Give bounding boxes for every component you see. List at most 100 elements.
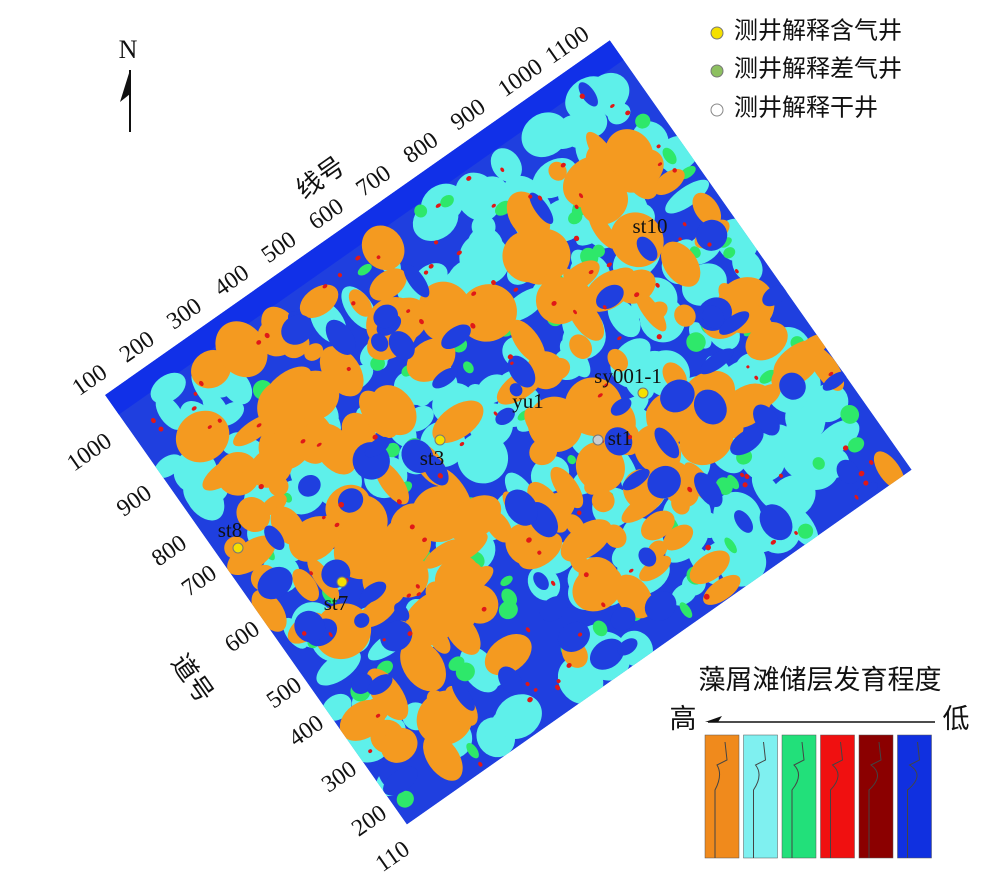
well-label: st1 <box>608 426 633 450</box>
facies-patch <box>150 372 186 404</box>
facies-patch <box>155 395 185 430</box>
facies-patch <box>484 634 532 676</box>
facies-patch <box>703 574 741 605</box>
facies-patch <box>694 472 723 508</box>
facies-patch <box>550 580 556 586</box>
facies-patch <box>569 334 593 360</box>
facies-patch <box>854 494 859 500</box>
well-label: yu1 <box>512 389 544 413</box>
log-curve <box>753 741 767 858</box>
facies-patch <box>328 632 333 638</box>
facies-patch <box>369 268 407 301</box>
facies-patch <box>466 175 472 181</box>
facies-patch <box>588 269 594 275</box>
facies-patch <box>852 481 878 503</box>
facies-patch <box>662 147 677 165</box>
scale-bar <box>743 734 778 859</box>
facies-patch <box>294 610 326 643</box>
facies-patch <box>383 766 418 796</box>
facies-patch <box>678 237 682 241</box>
north-label: N <box>119 35 138 64</box>
line-axis-title: 线号 <box>291 151 350 205</box>
well-marker <box>336 576 348 588</box>
facies-patch <box>416 592 421 597</box>
facies-patch <box>484 509 513 543</box>
facies-patch <box>578 193 584 199</box>
facies-patch <box>665 527 708 563</box>
facies-patch <box>539 595 569 622</box>
facies-patch <box>779 372 806 400</box>
facies-patch <box>601 602 606 608</box>
facies-patch <box>432 400 484 444</box>
facies-patch <box>815 419 860 457</box>
facies-patch <box>749 383 781 411</box>
legend-label: 测井解释干井 <box>734 95 878 122</box>
facies-patch <box>606 262 612 268</box>
facies-patch <box>624 160 659 200</box>
facies-patch <box>665 179 710 214</box>
facies-patch <box>354 613 370 628</box>
facies-patch <box>724 537 737 554</box>
scale-bar <box>704 734 740 859</box>
facies-patch <box>351 673 373 694</box>
facies-patch <box>406 593 412 598</box>
facies-patch <box>858 470 865 477</box>
facies-patch <box>264 438 304 471</box>
facies-patch <box>158 426 164 432</box>
well-label: st7 <box>324 591 349 615</box>
facies-patch <box>456 250 462 256</box>
scale-bar <box>820 734 855 859</box>
facies-patch <box>628 568 634 573</box>
facies-patch <box>639 555 672 582</box>
facies-patch <box>334 522 340 528</box>
trace-tick-label: 900 <box>112 480 156 522</box>
facies-patch <box>746 365 750 369</box>
log-curve <box>830 741 844 858</box>
facies-patch <box>498 666 523 694</box>
facies-patch <box>560 115 591 149</box>
facies-patch <box>551 300 557 306</box>
facies-patch <box>689 550 730 585</box>
facies-patch <box>463 361 474 374</box>
facies-patch <box>573 309 577 315</box>
facies-patch <box>579 93 585 99</box>
facies-patch <box>610 607 636 631</box>
facies-patch <box>380 620 413 652</box>
facies-patch <box>509 319 546 364</box>
facies-patch <box>742 482 748 488</box>
trace-tick-label: 500 <box>262 672 306 714</box>
facies-patch <box>337 272 343 278</box>
facies-patch <box>617 336 622 341</box>
facies-patch <box>257 566 293 600</box>
facies-patch <box>459 442 465 447</box>
facies-patch <box>576 510 582 516</box>
facies-patch <box>732 249 763 283</box>
facies-patch <box>368 749 373 754</box>
facies-patch <box>373 304 398 329</box>
facies-patch <box>493 411 498 416</box>
facies-patch <box>304 343 324 361</box>
facies-patch <box>525 627 531 633</box>
facies-patch <box>560 519 612 562</box>
facies-patch <box>607 348 629 372</box>
scale-high: 高 <box>670 704 697 734</box>
facies-patch <box>550 466 584 509</box>
log-curve <box>907 741 921 858</box>
facies-patch <box>719 311 750 335</box>
trace-tick-label: 400 <box>284 710 328 752</box>
facies-patch <box>372 434 378 440</box>
facies-patch <box>495 407 515 426</box>
facies-patch <box>426 690 451 718</box>
facies-patch <box>527 697 533 703</box>
facies-patch <box>371 385 417 436</box>
facies-patch <box>403 264 430 298</box>
facies-patch <box>583 572 589 578</box>
facies-patch <box>578 82 598 107</box>
facies-patch <box>762 285 787 307</box>
facies-patch <box>654 427 680 459</box>
facies-patch <box>622 468 650 491</box>
facies-patch <box>655 282 660 288</box>
facies-patch <box>674 304 696 327</box>
facies-patch <box>579 396 621 439</box>
